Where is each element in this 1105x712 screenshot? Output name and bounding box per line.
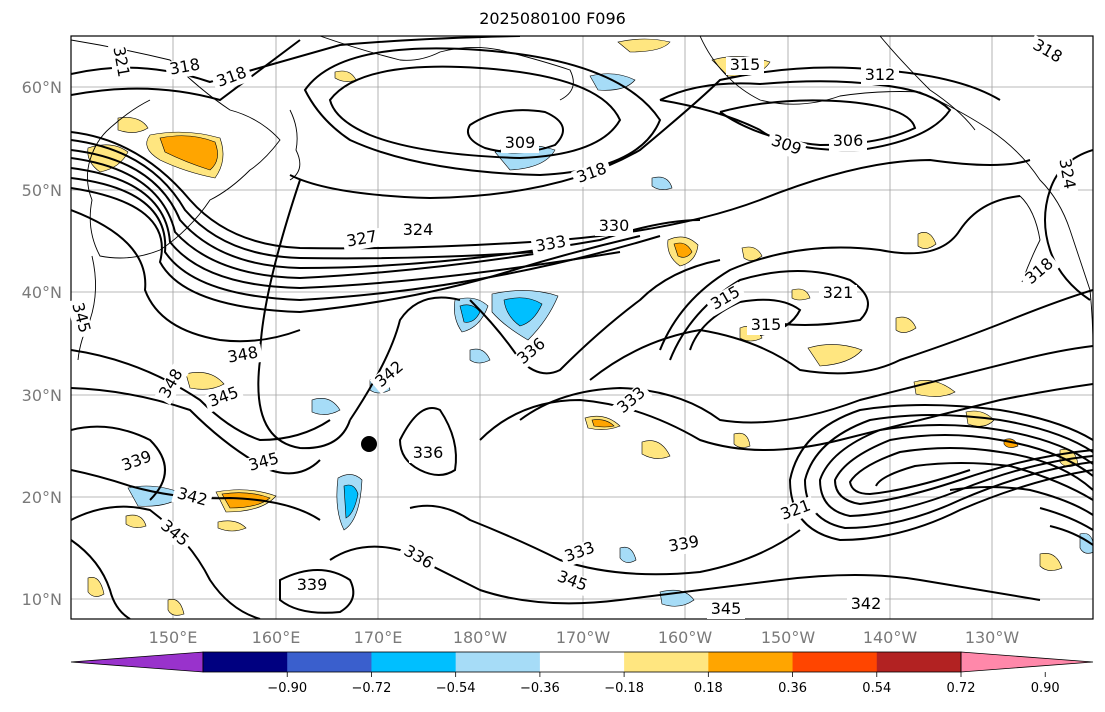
colorbar-tick-label: −0.72 <box>352 681 392 696</box>
colorbar: −0.90 −0.72 −0.54 −0.36 −0.18 0.18 0.36 0.54 0.7… <box>70 651 1094 696</box>
latitude-labels: 60°N 50°N 40°N 30°N 20°N 10°N <box>22 78 62 609</box>
colorbar-swatch <box>371 652 457 672</box>
colorbar-swatch <box>539 652 625 672</box>
longitude-label: 170°E <box>354 628 403 647</box>
colorbar-extend-low <box>70 651 204 673</box>
longitude-label: 170°W <box>556 628 611 647</box>
colorbar-tick-label: −0.90 <box>267 681 307 696</box>
colorbar-swatch <box>287 652 372 672</box>
latitude-label: 30°N <box>22 386 62 405</box>
storm-center-dot <box>361 436 377 452</box>
colorbar-tick-label: 0.36 <box>778 681 807 696</box>
contour-value-label: 315 <box>751 315 782 334</box>
colorbar-swatch <box>624 652 709 672</box>
longitude-label: 150°W <box>761 628 816 647</box>
colorbar-swatch <box>792 652 878 672</box>
contour-value-label: 342 <box>851 594 882 613</box>
latitude-label: 40°N <box>22 283 62 302</box>
contour-value-label: 306 <box>833 131 864 150</box>
colorbar-tick-label: −0.54 <box>436 681 476 696</box>
colorbar-tick-label: 0.18 <box>694 681 723 696</box>
contour-value-label: 324 <box>403 220 434 239</box>
longitude-label: 140°W <box>863 628 918 647</box>
colorbar-extend-high <box>960 651 1094 673</box>
contour-value-label: 309 <box>505 133 536 152</box>
longitude-label: 160°W <box>658 628 713 647</box>
colorbar-tick-label: −0.18 <box>604 681 644 696</box>
latitude-label: 50°N <box>22 181 62 200</box>
contour-lines <box>71 36 1093 619</box>
longitude-label: 160°E <box>252 628 301 647</box>
colorbar-swatch <box>876 652 962 672</box>
longitude-labels: 150°E 160°E 170°E 180°W 170°W 160°W 150°W 140°W… <box>149 628 1020 647</box>
colorbar-tick-label: −0.36 <box>520 681 560 696</box>
contour-value-label: 345 <box>711 599 742 618</box>
contour-value-label: 315 <box>730 55 761 74</box>
longitude-label: 150°E <box>149 628 198 647</box>
colorbar-swatch <box>203 652 288 672</box>
contour-value-label: 336 <box>413 443 444 462</box>
colorbar-tick-label: 0.54 <box>862 681 891 696</box>
colorbar-swatch <box>455 652 541 672</box>
colorbar-tick-label: 0.90 <box>1031 681 1060 696</box>
contour-value-label: 339 <box>297 575 328 594</box>
map-area <box>71 36 1093 619</box>
latitude-label: 60°N <box>22 78 62 97</box>
longitude-label: 180°W <box>453 628 508 647</box>
map-title: 2025080100 F096 <box>479 9 626 28</box>
contour-value-label: 321 <box>823 283 854 302</box>
latitude-label: 20°N <box>22 488 62 507</box>
contour-value-label: 330 <box>599 216 630 235</box>
latitude-label: 10°N <box>22 590 62 609</box>
map-frame <box>70 35 1094 620</box>
contour-value-label: 312 <box>865 65 896 84</box>
longitude-label: 130°W <box>965 628 1020 647</box>
colorbar-swatch <box>708 652 794 672</box>
colorbar-tick-label: 0.72 <box>947 681 976 696</box>
